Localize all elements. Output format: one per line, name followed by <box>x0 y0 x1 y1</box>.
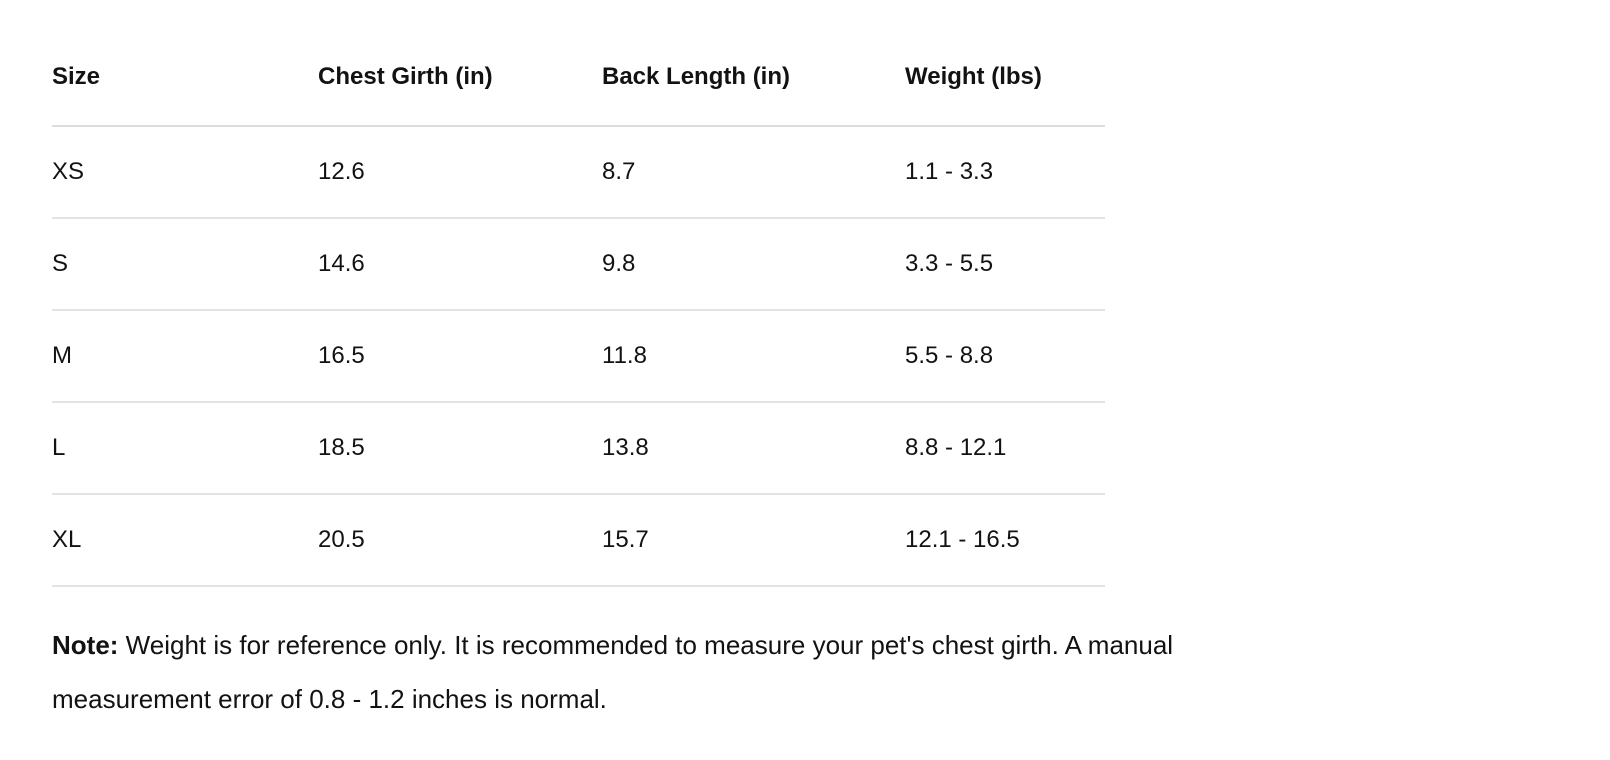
cell-chest-girth: 18.5 <box>318 402 602 495</box>
cell-weight: 12.1 - 16.5 <box>905 494 1105 587</box>
table-header-row: Size Chest Girth (in) Back Length (in) W… <box>52 62 1105 127</box>
cell-weight: 1.1 - 3.3 <box>905 126 1105 219</box>
size-chart-section: Size Chest Girth (in) Back Length (in) W… <box>52 62 1532 726</box>
size-chart-note: Note: Weight is for reference only. It i… <box>52 618 1532 726</box>
note-text-line-2: measurement error of 0.8 - 1.2 inches is… <box>52 684 607 714</box>
cell-chest-girth: 20.5 <box>318 494 602 587</box>
cell-weight: 3.3 - 5.5 <box>905 218 1105 311</box>
table-row-m: M 16.5 11.8 5.5 - 8.8 <box>52 310 1105 403</box>
cell-weight: 8.8 - 12.1 <box>905 402 1105 495</box>
table-row-xl: XL 20.5 15.7 12.1 - 16.5 <box>52 494 1105 587</box>
cell-back-length: 9.8 <box>602 218 905 311</box>
cell-size: XS <box>52 126 318 219</box>
note-label: Note: <box>52 630 119 660</box>
cell-back-length: 15.7 <box>602 494 905 587</box>
column-header-back-length: Back Length (in) <box>602 62 905 127</box>
cell-chest-girth: 14.6 <box>318 218 602 311</box>
column-header-size: Size <box>52 62 318 127</box>
table-row-l: L 18.5 13.8 8.8 - 12.1 <box>52 402 1105 495</box>
cell-back-length: 11.8 <box>602 310 905 403</box>
cell-size: M <box>52 310 318 403</box>
cell-back-length: 8.7 <box>602 126 905 219</box>
cell-size: L <box>52 402 318 495</box>
column-header-chest-girth: Chest Girth (in) <box>318 62 602 127</box>
cell-back-length: 13.8 <box>602 402 905 495</box>
table-row-xs: XS 12.6 8.7 1.1 - 3.3 <box>52 126 1105 219</box>
cell-size: XL <box>52 494 318 587</box>
size-chart-table: Size Chest Girth (in) Back Length (in) W… <box>52 62 1105 587</box>
cell-chest-girth: 12.6 <box>318 126 602 219</box>
cell-weight: 5.5 - 8.8 <box>905 310 1105 403</box>
cell-size: S <box>52 218 318 311</box>
table-row-s: S 14.6 9.8 3.3 - 5.5 <box>52 218 1105 311</box>
cell-chest-girth: 16.5 <box>318 310 602 403</box>
column-header-weight: Weight (lbs) <box>905 62 1105 127</box>
note-text-line-1: Weight is for reference only. It is reco… <box>125 630 1174 660</box>
